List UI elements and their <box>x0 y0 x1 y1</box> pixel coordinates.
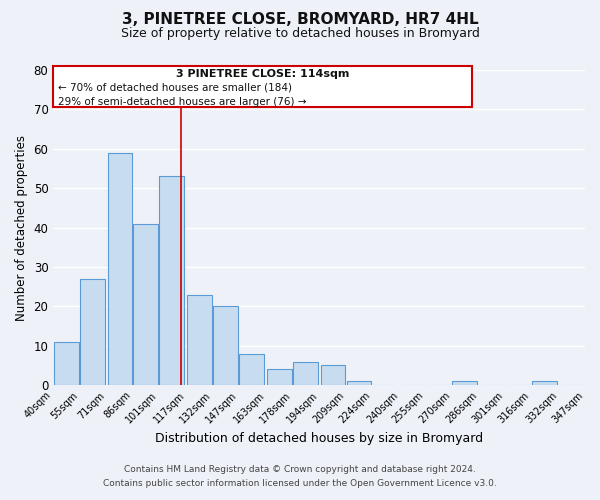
Bar <box>320 366 346 385</box>
Text: 29% of semi-detached houses are larger (76) →: 29% of semi-detached houses are larger (… <box>58 97 307 107</box>
Text: Contains HM Land Registry data © Crown copyright and database right 2024.
Contai: Contains HM Land Registry data © Crown c… <box>103 466 497 487</box>
Text: Size of property relative to detached houses in Bromyard: Size of property relative to detached ho… <box>121 28 479 40</box>
Bar <box>267 370 292 385</box>
Bar <box>187 294 212 385</box>
X-axis label: Distribution of detached houses by size in Bromyard: Distribution of detached houses by size … <box>155 432 483 445</box>
Bar <box>213 306 238 385</box>
Text: ← 70% of detached houses are smaller (184): ← 70% of detached houses are smaller (18… <box>58 82 292 92</box>
Bar <box>160 176 184 385</box>
Bar <box>532 382 557 385</box>
Bar <box>133 224 158 385</box>
Bar <box>347 382 371 385</box>
Text: 3 PINETREE CLOSE: 114sqm: 3 PINETREE CLOSE: 114sqm <box>176 69 350 79</box>
FancyBboxPatch shape <box>53 66 472 108</box>
Bar <box>54 342 79 385</box>
Bar <box>452 382 477 385</box>
Bar <box>293 362 318 385</box>
Text: 3, PINETREE CLOSE, BROMYARD, HR7 4HL: 3, PINETREE CLOSE, BROMYARD, HR7 4HL <box>122 12 478 28</box>
Y-axis label: Number of detached properties: Number of detached properties <box>15 134 28 320</box>
Bar <box>107 152 133 385</box>
Bar <box>239 354 264 385</box>
Bar <box>80 279 105 385</box>
